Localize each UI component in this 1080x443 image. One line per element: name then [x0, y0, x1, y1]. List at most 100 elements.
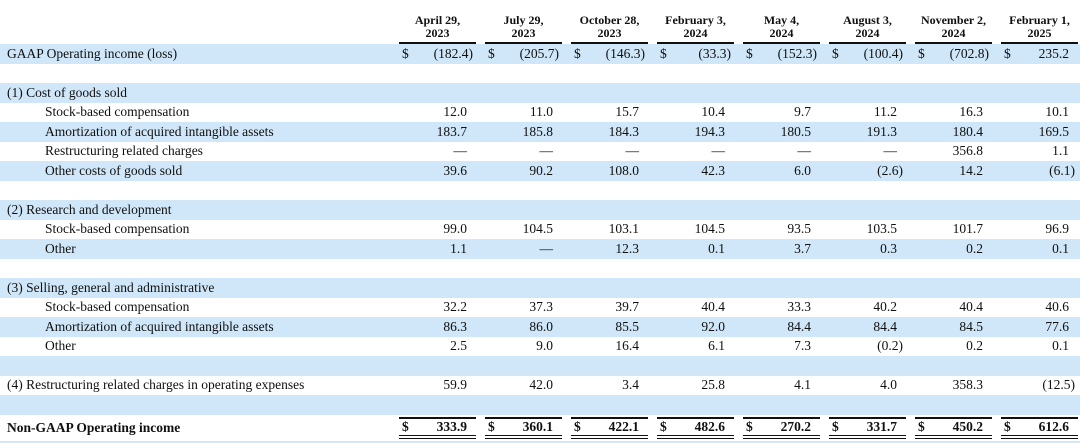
cell-value: 422.1 [608, 418, 639, 434]
value-cell: $422.1 [571, 416, 648, 439]
cell-value: 235.2 [1038, 45, 1069, 61]
dollar-sign: $ [574, 45, 581, 61]
table-header-row: April 29, 2023 July 29, 2023 October 28, 2023… [0, 0, 1080, 44]
table-row: Other 2.5 9.0 16.4 6.1 7.3 (0.2) 0.2 0.1 [0, 337, 1080, 357]
cell-value: 0.2 [966, 240, 983, 256]
value-cell: 59.9 [399, 376, 476, 396]
column-header-line2: 2024 [855, 26, 880, 40]
cell-value: 99.0 [443, 221, 467, 237]
value-cell: $ (100.4) [829, 44, 906, 64]
cell-value: 103.1 [608, 221, 639, 237]
cell-value: 356.8 [952, 143, 983, 159]
cell-value: 0.1 [1052, 240, 1069, 256]
cell-value: 32.2 [443, 299, 467, 315]
cell-value: 40.4 [959, 299, 983, 315]
table-row: Stock-based compensation 99.0 104.5 103.1 10… [0, 220, 1080, 240]
cell-value: 25.8 [701, 377, 725, 393]
row-label: Amortization of acquired intangible asse… [45, 123, 274, 139]
table-row: (4) Restructuring related charges in ope… [0, 376, 1080, 396]
column-header-4: May 4, 2024 [743, 14, 820, 44]
value-cell: 39.6 [399, 161, 476, 181]
row-label: Restructuring related charges [45, 143, 203, 159]
cell-value: 360.1 [522, 418, 553, 434]
cell-value: 0.3 [880, 240, 897, 256]
row-label: Other costs of goods sold [45, 162, 183, 178]
column-header-line1: February 3, [665, 13, 726, 27]
cell-value: 333.9 [436, 418, 467, 434]
cell-value: 1.1 [450, 240, 467, 256]
value-cell: 14.2 [915, 161, 992, 181]
cell-value: 2.5 [450, 338, 467, 354]
row-label: Stock-based compensation [45, 221, 190, 237]
value-cell: 39.7 [571, 298, 648, 318]
cell-value: 4.1 [794, 377, 811, 393]
table-row: Amortization of acquired intangible asse… [0, 317, 1080, 337]
value-cell: 3.7 [743, 239, 820, 259]
column-underline [915, 42, 992, 44]
dollar-sign: $ [832, 45, 839, 61]
cell-value: 59.9 [443, 377, 467, 393]
value-cell: 0.1 [1001, 337, 1078, 357]
value-cell: 7.3 [743, 337, 820, 357]
value-cell: 358.3 [915, 376, 992, 396]
cell-value: 12.0 [443, 104, 467, 120]
value-cell: 183.7 [399, 122, 476, 142]
column-header-1: July 29, 2023 [485, 14, 562, 44]
value-cell: 16.4 [571, 337, 648, 357]
dollar-sign: $ [574, 418, 581, 434]
cell-value: — [539, 240, 554, 256]
cell-value: 6.0 [794, 162, 811, 178]
value-cell: 104.5 [657, 220, 734, 240]
cell-value: 40.2 [873, 299, 897, 315]
value-cell: 84.4 [829, 317, 906, 337]
cell-value: 96.9 [1045, 221, 1069, 237]
value-cell: 85.5 [571, 317, 648, 337]
cell-value: 37.3 [529, 299, 553, 315]
cell-value: (6.1) [1049, 162, 1075, 178]
row-label: Other [45, 240, 76, 256]
spacer-row [0, 259, 1080, 279]
cell-value: 108.0 [608, 162, 639, 178]
section-header-row: (3) Selling, general and administrative [0, 278, 1080, 298]
value-cell: (6.1) [1001, 161, 1078, 181]
column-header-2: October 28, 2023 [571, 14, 648, 44]
cell-value: 3.4 [622, 377, 639, 393]
column-header-line1: April 29, [414, 13, 461, 27]
column-header-line1: February 1, [1009, 13, 1070, 27]
column-header-line2: 2024 [941, 26, 966, 40]
value-cell: 93.5 [743, 220, 820, 240]
cell-value: 85.5 [615, 318, 639, 334]
spacer-row [0, 181, 1080, 201]
cell-value: 103.5 [866, 221, 897, 237]
value-cell: 10.1 [1001, 103, 1078, 123]
row-label: Amortization of acquired intangible asse… [45, 318, 274, 334]
value-cell: $612.6 [1001, 416, 1078, 439]
cell-value: (146.3) [605, 45, 645, 61]
value-cell: 42.3 [657, 161, 734, 181]
row-label: Stock-based compensation [45, 104, 190, 120]
value-cell: 0.2 [915, 337, 992, 357]
total-row: Non-GAAP Operating income $333.9 $360.1 $42… [0, 415, 1080, 441]
value-cell: 86.3 [399, 317, 476, 337]
value-cell: 86.0 [485, 317, 562, 337]
column-header-line2: 2023 [511, 26, 536, 40]
value-cell: 77.6 [1001, 317, 1078, 337]
cell-value: 101.7 [952, 221, 983, 237]
dollar-sign: $ [918, 418, 925, 434]
cell-value: 180.5 [780, 123, 811, 139]
cell-value: 185.8 [522, 123, 553, 139]
value-cell: 6.1 [657, 337, 734, 357]
value-cell: 11.0 [485, 103, 562, 123]
cell-value: 86.0 [529, 318, 553, 334]
value-cell: 0.2 [915, 239, 992, 259]
table-row: Restructuring related charges — — — — — — 356.8… [0, 142, 1080, 162]
cell-value: 184.3 [608, 123, 639, 139]
value-cell: $ (152.3) [743, 44, 820, 64]
cell-value: 169.5 [1038, 123, 1069, 139]
value-cell: — [657, 142, 734, 162]
cell-value: 84.5 [959, 318, 983, 334]
value-cell: $ (205.7) [485, 44, 562, 64]
value-cell: — [399, 142, 476, 162]
value-cell: $270.2 [743, 416, 820, 439]
